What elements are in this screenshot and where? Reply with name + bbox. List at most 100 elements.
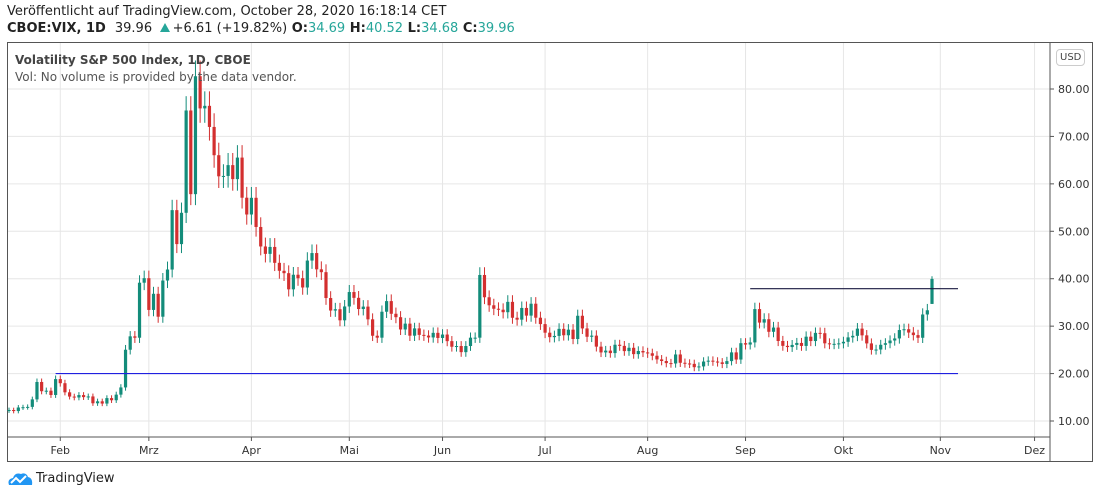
- candle-body: [925, 310, 929, 315]
- candle-body: [380, 311, 384, 338]
- candle-body: [459, 346, 463, 353]
- x-tick-label: Aug: [637, 444, 658, 457]
- candle-body: [287, 273, 291, 290]
- low-label: L:: [407, 21, 422, 36]
- candle-body: [114, 394, 118, 401]
- candle-body: [757, 309, 762, 323]
- candle-body: [352, 292, 356, 298]
- candle-body: [874, 349, 878, 351]
- candle-body: [408, 323, 412, 336]
- candle-body: [846, 337, 850, 342]
- candle-body: [618, 344, 622, 346]
- candle-body: [277, 262, 281, 271]
- candle-body: [147, 278, 151, 310]
- candle-body: [268, 246, 272, 254]
- open-label: O:: [291, 21, 308, 36]
- candle-body: [361, 306, 365, 310]
- candle-body: [77, 395, 81, 398]
- candle-body: [151, 293, 156, 310]
- candle-body: [860, 328, 864, 336]
- candle-body: [128, 336, 132, 350]
- candle-body: [394, 313, 398, 318]
- candle-body: [333, 309, 337, 311]
- candle-body: [534, 303, 538, 318]
- candle-body: [897, 330, 901, 339]
- volume-legend: Vol: No volume is provided by the data v…: [15, 70, 297, 84]
- candle-body: [329, 298, 333, 311]
- currency-badge[interactable]: USD: [1056, 49, 1086, 66]
- candle-body: [496, 308, 501, 310]
- candle-body: [674, 354, 678, 364]
- candle-body: [683, 362, 687, 364]
- candle-body: [818, 332, 822, 334]
- candle-body: [678, 354, 682, 363]
- candle-body: [580, 315, 584, 329]
- candle-body: [632, 347, 636, 355]
- candle-body: [72, 396, 76, 398]
- candle-body: [63, 383, 67, 393]
- candle-body: [855, 328, 860, 336]
- candle-body: [86, 396, 90, 398]
- x-tick-label: Okt: [834, 444, 854, 457]
- candle-body: [473, 337, 477, 339]
- candle-body: [893, 338, 897, 341]
- candle-body: [576, 315, 580, 340]
- candle-body: [263, 246, 267, 254]
- candle-body: [142, 278, 146, 283]
- candle-body: [26, 406, 30, 408]
- x-tick-label: Feb: [51, 444, 70, 457]
- x-tick-label: Sep: [735, 444, 756, 457]
- candle-body: [357, 297, 361, 310]
- candle-body: [235, 157, 240, 180]
- candle-body: [781, 340, 785, 346]
- candle-body: [692, 363, 696, 368]
- candle-body: [585, 328, 589, 337]
- high-label: H:: [349, 21, 366, 36]
- candle-body: [44, 390, 48, 392]
- candle-body: [398, 317, 403, 330]
- candle-body: [827, 343, 832, 345]
- candle-body: [375, 335, 379, 338]
- last-price: 39.96: [114, 21, 153, 36]
- candle-body: [91, 396, 95, 404]
- candle-body: [221, 175, 226, 177]
- candle-body: [599, 346, 603, 353]
- candle-body: [212, 126, 216, 156]
- low-value: 34.68: [421, 21, 459, 36]
- chart-pane[interactable]: [7, 42, 1093, 462]
- candle-body: [907, 329, 911, 333]
- candle-body: [729, 352, 734, 362]
- candle-body: [7, 410, 11, 412]
- candle-body: [207, 105, 212, 127]
- candle-body: [823, 333, 827, 344]
- candle-body: [725, 361, 729, 364]
- candle-body: [35, 381, 39, 400]
- candle-body: [133, 336, 137, 338]
- y-tick-label: 80.00: [1058, 83, 1090, 96]
- symbol: CBOE:VIX, 1D: [7, 21, 106, 36]
- y-tick-label: 10.00: [1058, 415, 1090, 428]
- candle-body: [482, 274, 487, 298]
- candle-body: [109, 398, 114, 401]
- candle-body: [137, 282, 142, 338]
- candle-body: [701, 361, 706, 367]
- candle-body: [711, 360, 715, 362]
- candle-body: [170, 210, 174, 270]
- candle-body: [198, 76, 202, 109]
- candle-body: [734, 352, 738, 360]
- candle-body: [590, 335, 594, 337]
- candle-body: [440, 334, 445, 338]
- candle-body: [282, 270, 286, 274]
- candle-body: [478, 274, 482, 338]
- candle-body: [184, 110, 188, 213]
- candle-body: [622, 345, 626, 352]
- candle-body: [538, 317, 543, 325]
- y-tick-label: 40.00: [1058, 273, 1090, 286]
- candle-body: [487, 297, 491, 306]
- candle-body: [464, 346, 468, 353]
- candle-body: [254, 197, 258, 227]
- candle-body: [930, 278, 934, 304]
- candle-body: [30, 399, 34, 407]
